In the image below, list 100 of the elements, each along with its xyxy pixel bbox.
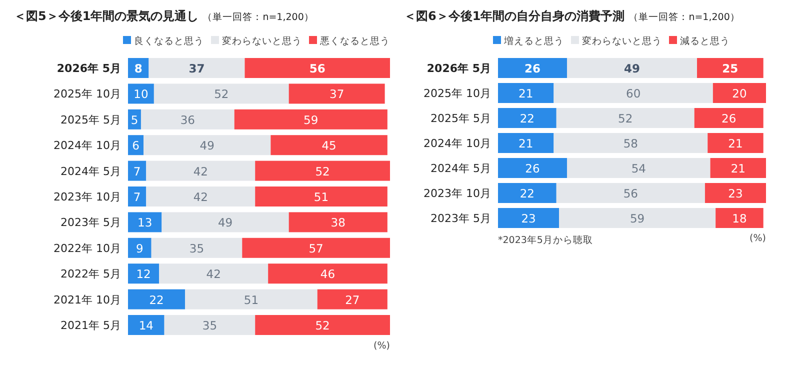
data-label: 18	[732, 212, 747, 226]
chart-title: ＜図6＞今後1年間の自分自身の消費予測	[404, 9, 625, 23]
bar	[128, 264, 160, 284]
y-tick-label: 2025年 5月	[60, 113, 121, 126]
data-label: 23	[728, 186, 743, 200]
data-label: 25	[722, 62, 738, 76]
bar	[234, 109, 388, 130]
y-tick-label: 2024年 5月	[430, 162, 491, 175]
data-label: 6	[132, 138, 140, 153]
chart-title: ＜図5＞今後1年間の景気の見通し	[14, 9, 199, 23]
bar	[154, 84, 289, 104]
bar	[144, 135, 271, 156]
legend-label: 良くなると思う	[134, 35, 204, 47]
y-tick-label: 2025年 5月	[430, 112, 491, 125]
data-label: 49	[218, 216, 233, 230]
bar	[712, 83, 766, 103]
data-label: 59	[630, 212, 645, 226]
legend-label: 変わらないと思う	[582, 35, 662, 47]
data-label: 21	[518, 86, 534, 100]
bar	[498, 133, 554, 153]
bar	[554, 83, 713, 103]
bar	[559, 208, 716, 228]
data-label: 57	[308, 241, 324, 256]
data-label: 13	[138, 216, 152, 230]
data-label: 14	[138, 318, 154, 332]
bar	[697, 58, 764, 78]
text: (%)	[374, 340, 390, 352]
bar	[128, 315, 164, 335]
bar	[566, 158, 710, 178]
bar	[498, 208, 560, 228]
data-label: 12	[136, 267, 151, 282]
y-tick-label: 2024年 10月	[54, 139, 121, 152]
bar	[498, 58, 567, 78]
data-label: 37	[188, 62, 205, 76]
legend-label: 悪くなると思う	[319, 36, 390, 47]
bar	[128, 238, 152, 258]
data-label: 7	[133, 190, 141, 204]
bar	[498, 108, 556, 128]
chart-subtitle: （単一回答：n=1,200）	[628, 11, 740, 23]
data-label: 22	[520, 112, 535, 126]
chart-subtitle: （単一回答：n=1,200）	[202, 11, 314, 23]
data-label: 21	[728, 136, 743, 150]
data-label: 26	[722, 112, 736, 126]
y-tick-label: 2023年 10月	[54, 190, 121, 204]
bar	[704, 183, 766, 203]
data-label: 58	[623, 136, 638, 150]
data-label: 45	[322, 138, 336, 153]
bar	[140, 109, 234, 130]
data-label: 7	[133, 164, 141, 178]
y-tick-label: 2026年 5月	[426, 62, 491, 75]
data-label: 52	[214, 87, 229, 102]
data-label: 49	[624, 62, 640, 76]
y-tick-label: 2023年 10月	[424, 187, 491, 200]
bar	[708, 133, 764, 153]
data-label: 5	[130, 112, 138, 127]
data-label: 23	[521, 212, 536, 226]
bar	[498, 158, 567, 178]
bar	[288, 212, 388, 232]
data-label: 52	[618, 112, 633, 126]
data-label: 8	[134, 62, 142, 76]
data-label: 10	[134, 87, 148, 102]
y-tick-label: 2026年 5月	[56, 62, 121, 75]
data-label: 60	[626, 86, 641, 100]
y-tick-label: 2023年 5月	[60, 216, 121, 230]
data-label: 49	[200, 138, 214, 153]
bar	[498, 183, 556, 203]
bar	[244, 58, 390, 78]
bar	[556, 108, 694, 128]
bar	[146, 160, 256, 181]
data-label: 42	[193, 164, 208, 178]
y-tick-label: 2025年 10月	[424, 87, 491, 100]
bar	[255, 160, 390, 181]
data-label: 59	[304, 112, 318, 127]
data-label: 56	[623, 186, 638, 200]
bar	[128, 289, 186, 310]
bar	[185, 289, 318, 310]
bar	[146, 186, 256, 206]
bar	[128, 160, 146, 181]
bar	[255, 315, 390, 335]
data-label: 51	[244, 292, 259, 307]
data-label: 21	[730, 162, 746, 176]
data-label: 56	[309, 62, 326, 76]
y-tick-label: 2022年 10月	[54, 242, 121, 255]
data-label: 42	[193, 190, 208, 204]
y-tick-label: 2022年 5月	[60, 268, 121, 281]
bar	[151, 238, 242, 258]
data-label: 27	[345, 292, 360, 307]
data-label: 52	[315, 164, 330, 178]
bar	[128, 186, 146, 206]
y-tick-label: 2021年 5月	[60, 319, 121, 332]
data-label: 52	[315, 318, 330, 332]
y-tick-label: 2024年 10月	[424, 137, 491, 150]
text: *2023年5月から聴取	[498, 234, 593, 246]
bar	[317, 289, 388, 310]
legend-label: 増えると思う	[503, 35, 564, 47]
bar	[554, 133, 708, 153]
data-label: 38	[330, 216, 346, 230]
bar	[242, 238, 390, 258]
data-label: 22	[149, 292, 164, 307]
data-label: 36	[180, 112, 195, 127]
